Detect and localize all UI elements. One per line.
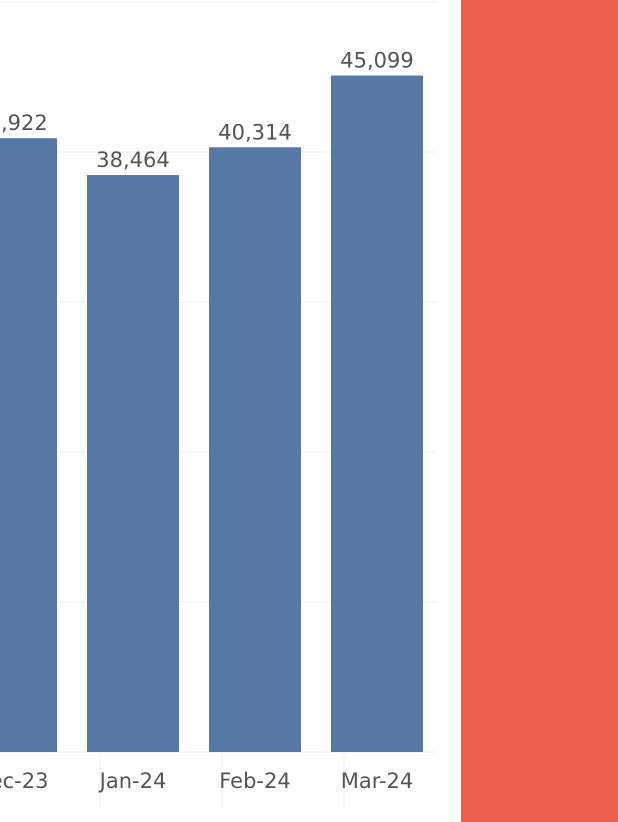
data-label: 38,464 (96, 148, 169, 172)
data-label: 40,922 (0, 111, 48, 135)
data-label: 45,099 (340, 49, 413, 73)
x-tick-label: Jan-24 (98, 769, 167, 793)
bar (209, 147, 301, 753)
x-tick-label: Feb-24 (219, 769, 290, 793)
x-tick-label: Dec-23 (0, 769, 48, 793)
bar (331, 75, 423, 752)
bar (87, 175, 179, 753)
x-tick-label: Mar-24 (341, 769, 414, 793)
bar (0, 138, 57, 753)
data-label: 40,314 (218, 120, 291, 144)
side-panel (461, 0, 618, 822)
